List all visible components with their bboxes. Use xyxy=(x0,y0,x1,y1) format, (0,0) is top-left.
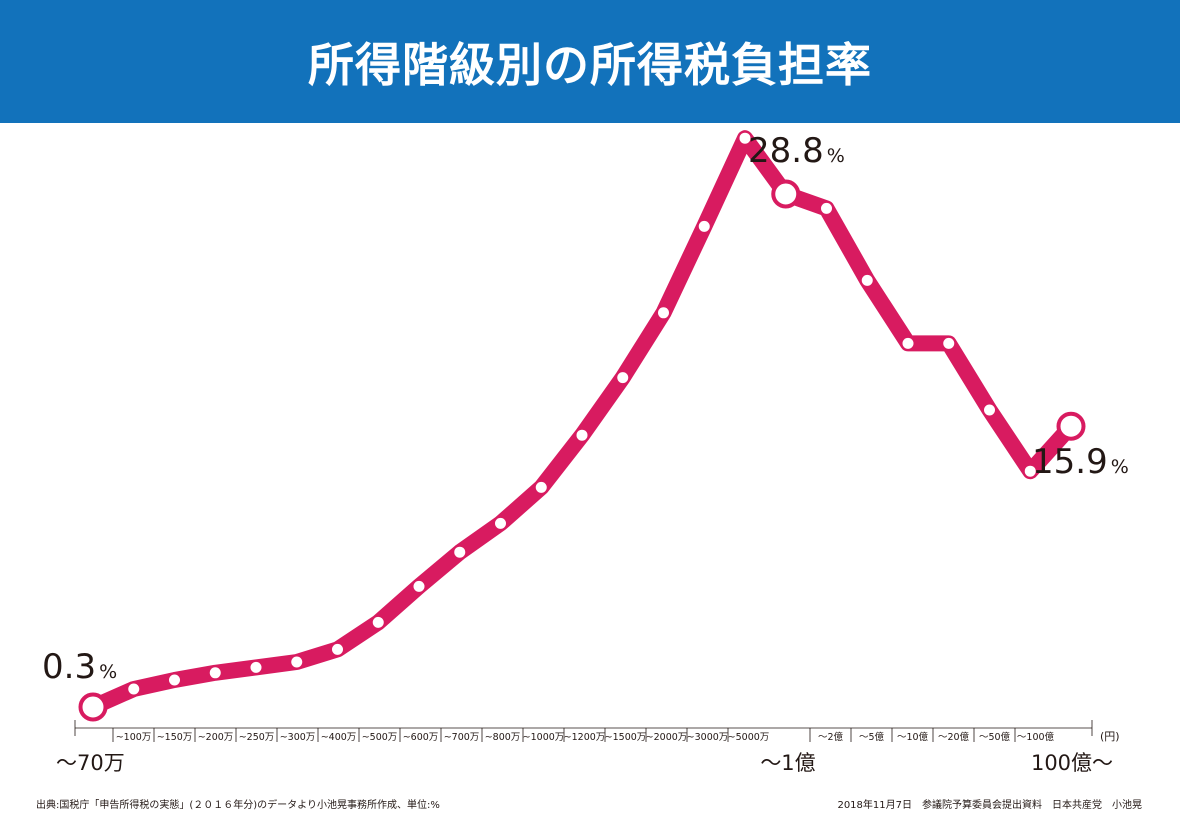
data-point xyxy=(739,132,751,144)
x-tick-label: ～100億 xyxy=(1017,731,1055,743)
data-label: 28.8% xyxy=(748,131,845,171)
x-tick-label: ~300万 xyxy=(280,732,316,743)
data-point xyxy=(291,656,303,668)
data-point xyxy=(576,429,588,441)
x-tick-label: ~2000万 xyxy=(646,732,688,743)
data-label-unit: % xyxy=(99,661,117,683)
x-tick-label: ～10億 xyxy=(897,731,929,743)
x-tick-label: ~200万 xyxy=(198,732,234,743)
x-axis-unit: (円) xyxy=(1100,730,1120,743)
data-point xyxy=(902,337,914,349)
series-line xyxy=(85,130,1079,715)
source-note: 出典:国税庁「申告所得税の実態」(２０１６年分)のデータより小池晃事務所作成、単… xyxy=(36,800,440,811)
category-label-last: 100億～ xyxy=(1031,751,1113,775)
data-point xyxy=(617,372,629,384)
x-tick-label: ~150万 xyxy=(157,732,193,743)
x-tick-label: ~600万 xyxy=(403,732,439,743)
data-point xyxy=(658,307,669,319)
x-tick-label: ~5000万 xyxy=(728,732,770,743)
x-tick-label: ～5億 xyxy=(859,731,885,743)
data-point xyxy=(535,481,547,493)
credit-note: 2018年11月7日 参議院予算委員会提出資料 日本共産党 小池晃 xyxy=(837,800,1142,811)
data-point xyxy=(372,616,384,628)
chart-title: 所得階級別の所得税負担率 xyxy=(308,37,872,92)
data-point xyxy=(984,404,995,416)
x-tick-label: ~800万 xyxy=(485,732,521,743)
data-point xyxy=(698,220,710,232)
data-point xyxy=(861,274,873,286)
data-label: 15.9% xyxy=(1032,442,1129,482)
data-label: 0.3% xyxy=(42,647,117,687)
data-point xyxy=(128,683,140,695)
data-point xyxy=(454,546,466,558)
x-tick-label: ~1000万 xyxy=(523,732,565,743)
highlight-point xyxy=(771,179,801,209)
data-point xyxy=(413,580,425,592)
highlight-point xyxy=(1056,411,1086,441)
x-tick-label: ~250万 xyxy=(239,732,275,743)
data-point xyxy=(250,661,262,673)
x-tick-label: ～20億 xyxy=(938,731,970,743)
x-tick-label: ~1500万 xyxy=(605,732,647,743)
x-tick-label: ~400万 xyxy=(321,732,357,743)
data-point xyxy=(821,202,832,214)
x-tick-label: ~100万 xyxy=(116,732,152,743)
data-point xyxy=(495,517,506,529)
data-label-unit: % xyxy=(827,145,845,167)
x-tick-label: ～2億 xyxy=(818,731,844,743)
x-tick-label: ~3000万 xyxy=(687,732,729,743)
data-point xyxy=(169,674,180,686)
title-banner: 所得階級別の所得税負担率 xyxy=(0,0,1180,123)
category-label-first: ～70万 xyxy=(56,751,125,775)
data-label-unit: % xyxy=(1111,456,1129,478)
x-tick-label: ~1200万 xyxy=(564,732,606,743)
x-tick-label: ~700万 xyxy=(444,732,480,743)
x-tick-label: ～50億 xyxy=(979,731,1011,743)
data-point xyxy=(1024,465,1036,477)
x-tick-label: ~500万 xyxy=(362,732,398,743)
highlight-point xyxy=(78,692,108,722)
data-point xyxy=(332,643,343,655)
data-point xyxy=(209,667,221,679)
data-point xyxy=(943,337,955,349)
category-label-middle: ～1億 xyxy=(760,751,815,775)
